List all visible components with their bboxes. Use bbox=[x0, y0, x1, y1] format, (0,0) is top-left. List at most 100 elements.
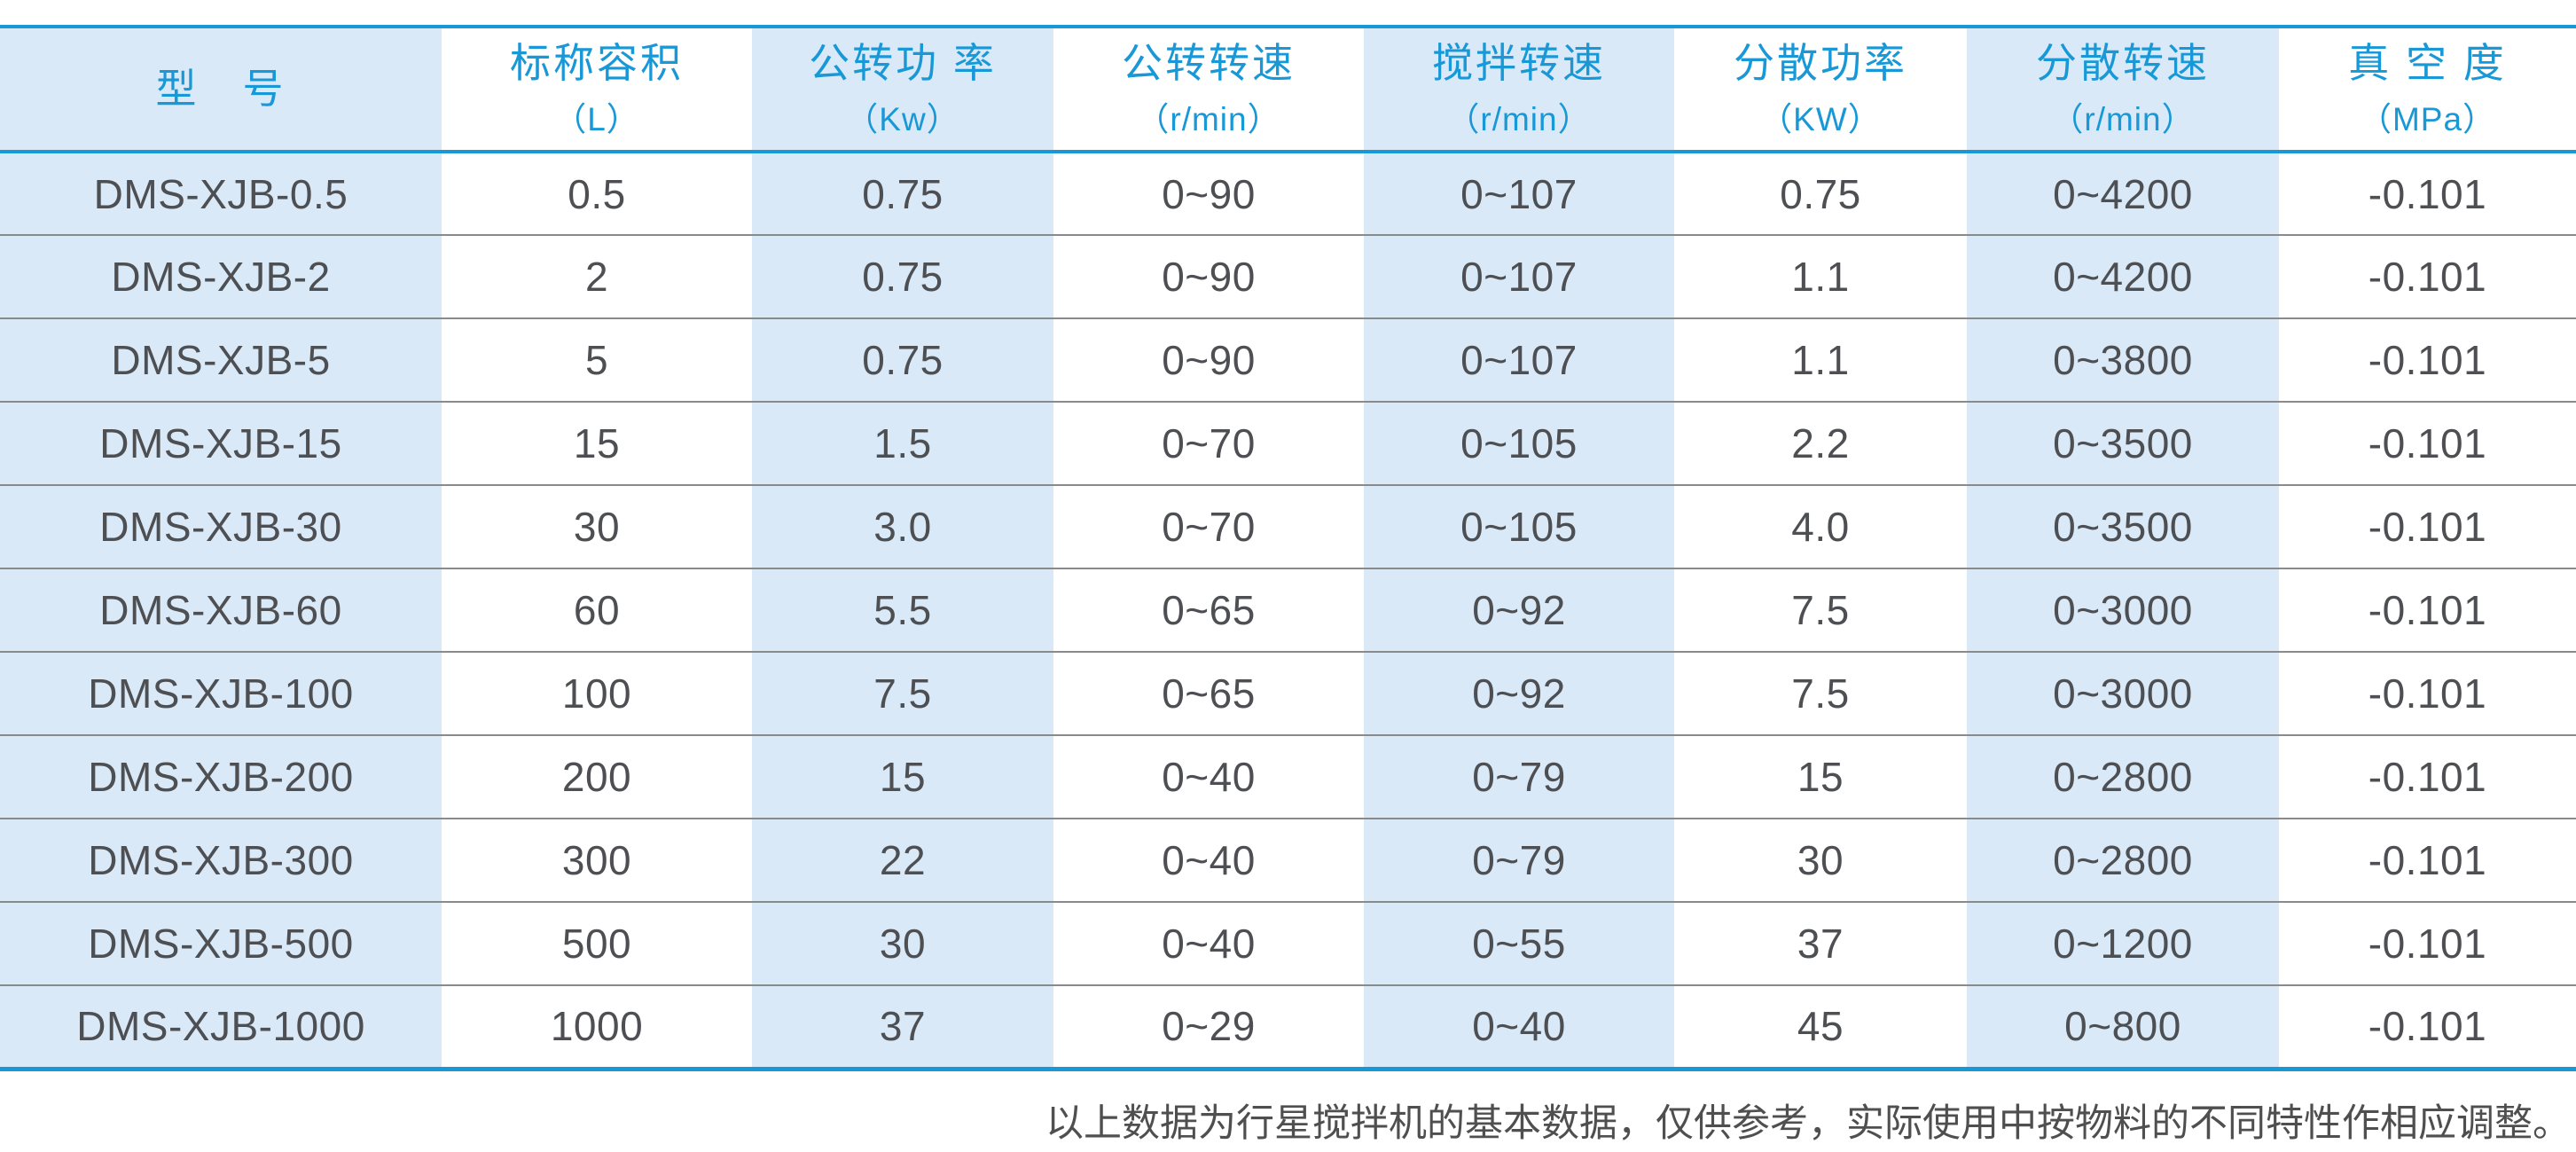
value-cell: 0~92 bbox=[1364, 568, 1674, 652]
value-cell: -0.101 bbox=[2279, 652, 2576, 735]
column-header: 公转功 率 （Kw） bbox=[752, 27, 1053, 152]
value-cell: 0~2800 bbox=[1967, 735, 2279, 819]
value-cell: 37 bbox=[1674, 902, 1967, 985]
value-cell: 0~3800 bbox=[1967, 318, 2279, 402]
model-cell: DMS-XJB-30 bbox=[0, 485, 442, 568]
column-unit: （MPa） bbox=[2358, 101, 2497, 138]
value-cell: 300 bbox=[442, 819, 752, 902]
column-label: 分散转速 bbox=[2036, 39, 2210, 86]
value-cell: 0~800 bbox=[1967, 985, 2279, 1069]
footnote-text: 以上数据为行星搅拌机的基本数据，仅供参考，实际使用中按物料的不同特性作相应调整。 bbox=[1045, 1103, 2571, 1145]
value-cell: 0~3500 bbox=[1967, 485, 2279, 568]
column-label: 真 空 度 bbox=[2348, 39, 2507, 86]
column-label: 公转功 率 bbox=[809, 39, 997, 86]
value-cell: 5.5 bbox=[752, 568, 1053, 652]
model-cell: DMS-XJB-15 bbox=[0, 402, 442, 485]
value-cell: 0~90 bbox=[1053, 235, 1364, 318]
value-cell: -0.101 bbox=[2279, 735, 2576, 819]
value-cell: 0.75 bbox=[752, 235, 1053, 318]
table-row: DMS-XJB-30 30 3.0 0~70 0~105 4.0 0~3500 -0.101 bbox=[0, 485, 2576, 568]
value-cell: -0.101 bbox=[2279, 985, 2576, 1069]
value-cell: 0~40 bbox=[1364, 985, 1674, 1069]
column-header: 型 号 bbox=[0, 27, 442, 152]
column-label: 型 号 bbox=[155, 65, 286, 112]
value-cell: 0~4200 bbox=[1967, 235, 2279, 318]
table-row: DMS-XJB-1000 1000 37 0~29 0~40 45 0~800 -0.101 bbox=[0, 985, 2576, 1069]
value-cell: 30 bbox=[1674, 819, 1967, 902]
table-row: DMS-XJB-60 60 5.5 0~65 0~92 7.5 0~3000 -0.101 bbox=[0, 568, 2576, 652]
model-cell: DMS-XJB-5 bbox=[0, 318, 442, 402]
column-header: 公转转速 （r/min） bbox=[1053, 27, 1364, 152]
table-row: DMS-XJB-0.5 0.5 0.75 0~90 0~107 0.75 0~4200 -0.… bbox=[0, 152, 2576, 235]
value-cell: 0.75 bbox=[752, 318, 1053, 402]
value-cell: 0~3000 bbox=[1967, 652, 2279, 735]
value-cell: 1.1 bbox=[1674, 318, 1967, 402]
value-cell: 30 bbox=[752, 902, 1053, 985]
table-row: DMS-XJB-300 300 22 0~40 0~79 30 0~2800 -0.101 bbox=[0, 819, 2576, 902]
value-cell: 15 bbox=[752, 735, 1053, 819]
value-cell: 7.5 bbox=[1674, 568, 1967, 652]
value-cell: -0.101 bbox=[2279, 485, 2576, 568]
value-cell: 0~55 bbox=[1364, 902, 1674, 985]
value-cell: 7.5 bbox=[752, 652, 1053, 735]
value-cell: 0~105 bbox=[1364, 402, 1674, 485]
value-cell: 0.75 bbox=[1674, 152, 1967, 235]
column-unit: （KW） bbox=[1759, 101, 1882, 138]
column-header: 搅拌转速 （r/min） bbox=[1364, 27, 1674, 152]
value-cell: 0~107 bbox=[1364, 318, 1674, 402]
column-header: 分散转速 （r/min） bbox=[1967, 27, 2279, 152]
model-cell: DMS-XJB-1000 bbox=[0, 985, 442, 1069]
column-label: 搅拌转速 bbox=[1432, 39, 1606, 86]
spec-table: 型 号 标称容积 （L） 公转功 率 （Kw） 公转转速 （r/min） 搅拌转速 （r/min… bbox=[0, 25, 2576, 1071]
table-row: DMS-XJB-15 15 1.5 0~70 0~105 2.2 0~3500 -0.101 bbox=[0, 402, 2576, 485]
value-cell: -0.101 bbox=[2279, 402, 2576, 485]
value-cell: 0~90 bbox=[1053, 318, 1364, 402]
value-cell: 500 bbox=[442, 902, 752, 985]
model-cell: DMS-XJB-200 bbox=[0, 735, 442, 819]
value-cell: 1.5 bbox=[752, 402, 1053, 485]
value-cell: 0~90 bbox=[1053, 152, 1364, 235]
model-cell: DMS-XJB-2 bbox=[0, 235, 442, 318]
value-cell: 200 bbox=[442, 735, 752, 819]
value-cell: 15 bbox=[442, 402, 752, 485]
value-cell: 37 bbox=[752, 985, 1053, 1069]
value-cell: 1.1 bbox=[1674, 235, 1967, 318]
value-cell: 1000 bbox=[442, 985, 752, 1069]
model-cell: DMS-XJB-500 bbox=[0, 902, 442, 985]
value-cell: 0~105 bbox=[1364, 485, 1674, 568]
value-cell: 0~79 bbox=[1364, 735, 1674, 819]
value-cell: 7.5 bbox=[1674, 652, 1967, 735]
column-unit: （r/min） bbox=[1446, 101, 1592, 138]
value-cell: 0~70 bbox=[1053, 402, 1364, 485]
value-cell: 0~3500 bbox=[1967, 402, 2279, 485]
value-cell: -0.101 bbox=[2279, 902, 2576, 985]
value-cell: 30 bbox=[442, 485, 752, 568]
value-cell: 0.5 bbox=[442, 152, 752, 235]
value-cell: 0~107 bbox=[1364, 152, 1674, 235]
model-cell: DMS-XJB-60 bbox=[0, 568, 442, 652]
value-cell: 0~2800 bbox=[1967, 819, 2279, 902]
table-row: DMS-XJB-200 200 15 0~40 0~79 15 0~2800 -0.101 bbox=[0, 735, 2576, 819]
value-cell: 0~4200 bbox=[1967, 152, 2279, 235]
model-cell: DMS-XJB-100 bbox=[0, 652, 442, 735]
value-cell: -0.101 bbox=[2279, 568, 2576, 652]
header-row: 型 号 标称容积 （L） 公转功 率 （Kw） 公转转速 （r/min） 搅拌转速 （r/min… bbox=[0, 27, 2576, 152]
column-header: 分散功率 （KW） bbox=[1674, 27, 1967, 152]
value-cell: 0.75 bbox=[752, 152, 1053, 235]
value-cell: 2 bbox=[442, 235, 752, 318]
value-cell: -0.101 bbox=[2279, 819, 2576, 902]
value-cell: 0~107 bbox=[1364, 235, 1674, 318]
value-cell: 0~40 bbox=[1053, 735, 1364, 819]
value-cell: 60 bbox=[442, 568, 752, 652]
value-cell: -0.101 bbox=[2279, 235, 2576, 318]
table-body: DMS-XJB-0.5 0.5 0.75 0~90 0~107 0.75 0~4200 -0.… bbox=[0, 152, 2576, 1069]
value-cell: 0~65 bbox=[1053, 568, 1364, 652]
value-cell: 0~92 bbox=[1364, 652, 1674, 735]
column-unit: （Kw） bbox=[845, 101, 960, 138]
value-cell: 4.0 bbox=[1674, 485, 1967, 568]
value-cell: 0~3000 bbox=[1967, 568, 2279, 652]
table-row: DMS-XJB-2 2 0.75 0~90 0~107 1.1 0~4200 -0.101 bbox=[0, 235, 2576, 318]
table-row: DMS-XJB-100 100 7.5 0~65 0~92 7.5 0~3000 -0.101 bbox=[0, 652, 2576, 735]
column-unit: （L） bbox=[553, 101, 640, 138]
